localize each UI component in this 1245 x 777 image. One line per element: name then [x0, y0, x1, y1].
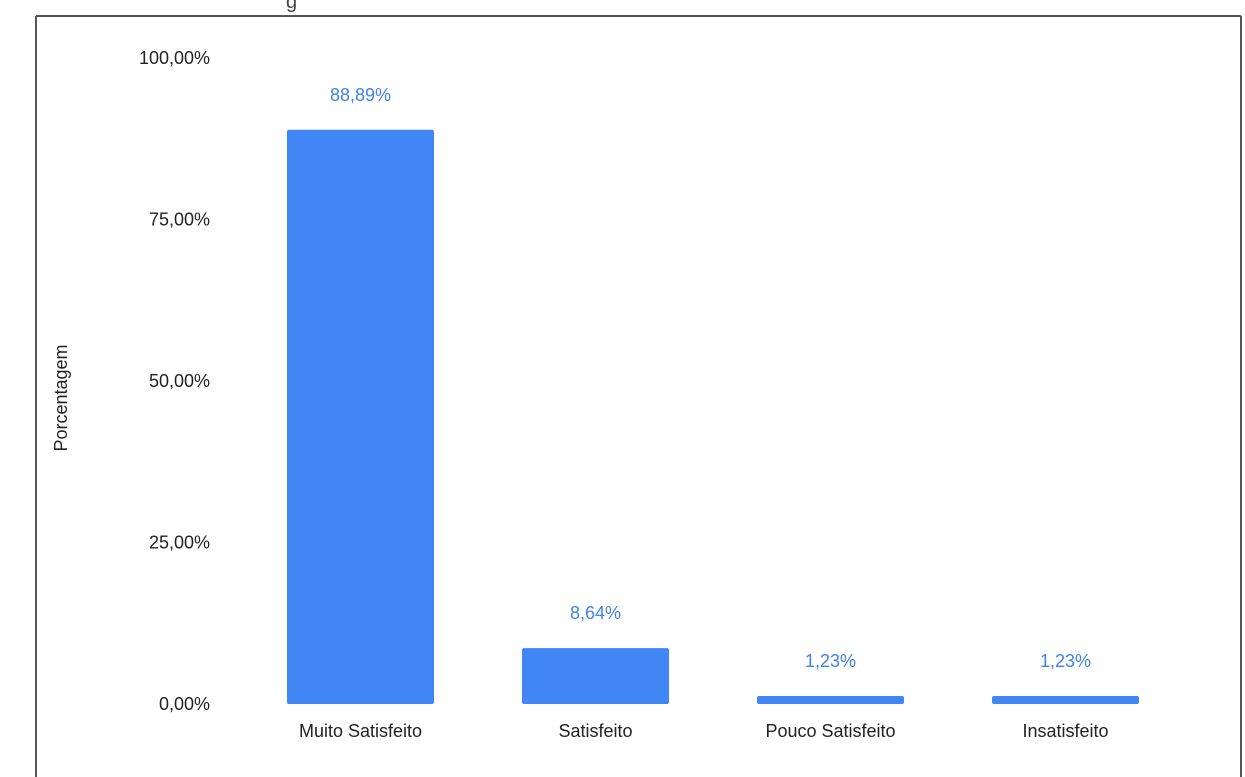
category-label: Satisfeito	[558, 721, 632, 741]
y-tick-label: 50,00%	[149, 371, 210, 391]
y-tick-label: 25,00%	[149, 533, 210, 553]
y-tick-label: 100,00%	[139, 48, 210, 68]
category-labels: Muito Satisfeito Satisfeito Pouco Satisfei…	[299, 721, 1109, 741]
y-axis-label: Porcentagem	[51, 344, 71, 451]
bars	[287, 129, 1139, 704]
chart-title-fragment-1: g	[286, 0, 297, 13]
category-label: Pouco Satisfeito	[765, 721, 895, 741]
bar-data-label: 8,64%	[570, 603, 621, 623]
bar-data-label: 1,23%	[1040, 651, 1091, 671]
y-tick-label: 0,00%	[159, 694, 210, 714]
category-label: Muito Satisfeito	[299, 721, 422, 741]
bar	[992, 696, 1139, 704]
bar	[757, 696, 904, 704]
category-label: Insatisfeito	[1022, 721, 1108, 741]
bar-data-label: 1,23%	[805, 651, 856, 671]
bar	[287, 129, 434, 704]
data-labels: 88,89% 8,64% 1,23% 1,23%	[330, 85, 1091, 671]
bar-data-label: 88,89%	[330, 85, 391, 105]
bar	[522, 648, 669, 704]
y-tick-label: 75,00%	[149, 210, 210, 230]
y-tick-labels: 0,00% 25,00% 50,00% 75,00% 100,00%	[139, 48, 210, 714]
